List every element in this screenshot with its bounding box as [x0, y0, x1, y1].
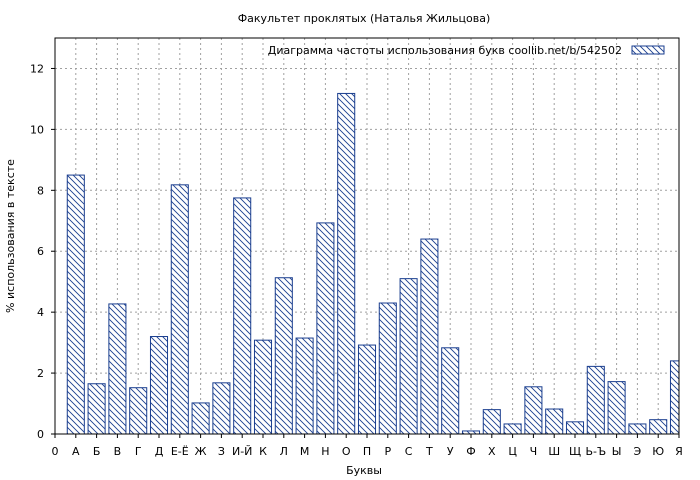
bar — [586, 365, 605, 435]
y-tick-label: 8 — [37, 184, 44, 197]
bar — [503, 423, 522, 435]
x-tick-label: Р — [384, 445, 391, 458]
bar — [420, 238, 439, 435]
bar — [295, 337, 314, 435]
x-tick-label: З — [218, 445, 225, 458]
x-tick-label: Ю — [652, 445, 664, 458]
y-tick-label: 2 — [37, 367, 44, 380]
bar — [253, 339, 273, 435]
bar — [565, 421, 585, 435]
x-tick-label: К — [259, 445, 267, 458]
x-tick-label: Ш — [548, 445, 560, 458]
bar — [628, 423, 647, 435]
y-tick-label: 4 — [37, 306, 44, 319]
x-tick-label: М — [300, 445, 310, 458]
bar — [669, 360, 680, 435]
bars — [66, 92, 680, 435]
y-axis-ticks: 0 2 4 6 8 10 12 — [30, 62, 55, 441]
bar — [482, 409, 501, 435]
x-tick-label: Щ — [569, 445, 581, 458]
x-tick-label: 0 — [52, 445, 59, 458]
y-tick-label: 6 — [37, 245, 44, 258]
bar — [87, 383, 106, 435]
bar — [378, 302, 397, 435]
chart-title: Факультет проклятых (Наталья Жильцова) — [238, 12, 491, 25]
x-tick-label: Л — [280, 445, 288, 458]
bar — [357, 344, 377, 435]
bar — [170, 184, 189, 435]
x-tick-label: Ь-Ъ — [585, 445, 606, 458]
x-tick-label: Н — [321, 445, 329, 458]
bar — [337, 92, 356, 435]
y-tick-label: 12 — [30, 62, 44, 75]
x-tick-label: Е-Ё — [171, 445, 189, 458]
x-tick-label: Ф — [466, 445, 475, 458]
x-tick-label: Х — [488, 445, 496, 458]
bar — [607, 381, 626, 435]
x-tick-label: В — [114, 445, 122, 458]
x-tick-label: Б — [93, 445, 101, 458]
x-tick-label: Ж — [195, 445, 207, 458]
x-tick-label: Э — [634, 445, 642, 458]
x-tick-label: Я — [675, 445, 683, 458]
bar — [212, 382, 231, 435]
y-tick-label: 10 — [30, 123, 44, 136]
bar — [274, 277, 293, 435]
x-tick-label: Ы — [612, 445, 622, 458]
bar — [149, 336, 169, 435]
x-axis-label: Буквы — [346, 464, 382, 477]
x-tick-label: П — [363, 445, 371, 458]
x-tick-label: А — [72, 445, 80, 458]
x-tick-label: Г — [135, 445, 142, 458]
x-tick-label: Д — [155, 445, 164, 458]
bar — [129, 387, 148, 435]
bar — [233, 197, 252, 435]
bar — [108, 303, 127, 435]
legend: Диаграмма частоты использования букв coo… — [268, 44, 665, 57]
x-axis-ticks: 0 А Б В Г Д Е-Ё Ж З И-Й К Л М Н О П Р С Т У Ф Х Ц Ч Ш Щ Ь-Ъ Ы Э Ю Я — [52, 434, 683, 458]
bar — [316, 222, 335, 435]
bar — [66, 174, 85, 435]
bar — [399, 278, 418, 435]
bar — [191, 402, 210, 435]
y-axis-label: % использования в тексте — [4, 159, 17, 313]
bar — [524, 386, 543, 435]
x-tick-label: У — [447, 445, 454, 458]
bar — [649, 419, 668, 435]
x-tick-label: С — [405, 445, 413, 458]
x-tick-label: О — [342, 445, 351, 458]
legend-swatch — [631, 45, 665, 55]
x-tick-label: И-Й — [232, 445, 252, 458]
bar — [441, 347, 460, 435]
bar — [545, 408, 564, 435]
legend-label: Диаграмма частоты использования букв coo… — [268, 44, 622, 57]
x-tick-label: Ч — [530, 445, 538, 458]
y-tick-label: 0 — [37, 428, 44, 441]
x-tick-label: Ц — [508, 445, 517, 458]
x-tick-label: Т — [425, 445, 433, 458]
